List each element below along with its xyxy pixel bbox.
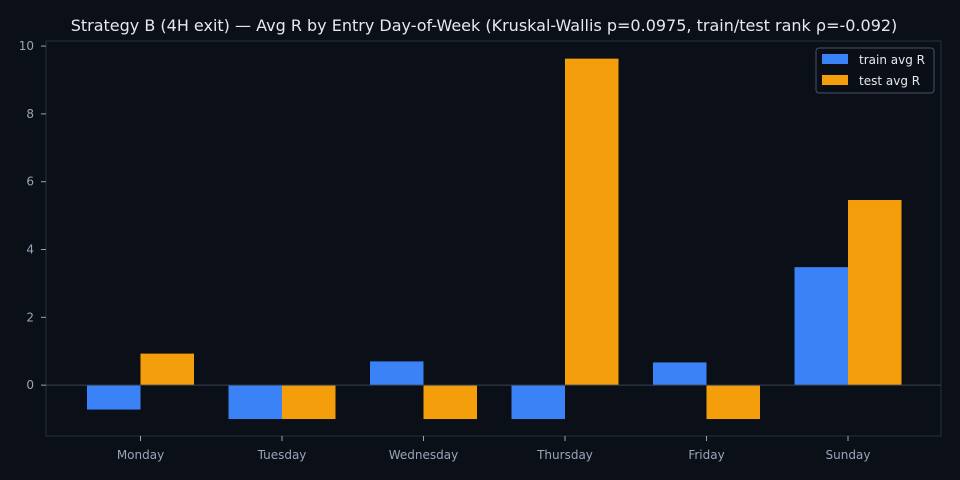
x-axis: Monday Tuesday Wednesday Thursday Friday Sund… <box>117 436 871 462</box>
bar-train-sunday <box>794 267 848 386</box>
bar-test-monday <box>140 353 194 386</box>
bar-test-thursday <box>565 58 619 386</box>
x-tick-label: Monday <box>117 448 164 462</box>
legend-label-test: test avg R <box>859 74 920 88</box>
bar-train-wednesday <box>370 361 424 386</box>
bar-train-thursday <box>511 385 565 420</box>
bar-train-friday <box>653 362 707 386</box>
legend-swatch-test <box>822 75 848 85</box>
chart-title: Strategy B (4H exit) — Avg R by Entry Da… <box>71 16 898 35</box>
bar-train-tuesday <box>228 385 282 420</box>
y-tick-label: 8 <box>26 107 34 121</box>
plot-area <box>45 40 942 437</box>
bars <box>87 58 902 420</box>
x-tick-label: Wednesday <box>389 448 458 462</box>
bar-test-tuesday <box>282 385 336 420</box>
legend: train avg R test avg R <box>815 47 935 94</box>
legend-label-train: train avg R <box>859 53 925 67</box>
y-tick-label: 10 <box>19 39 34 53</box>
bar-test-wednesday <box>423 385 477 420</box>
y-tick-label: 0 <box>26 378 34 392</box>
bar-test-sunday <box>848 200 902 386</box>
x-tick-label: Friday <box>688 448 724 462</box>
y-tick-label: 6 <box>26 175 34 189</box>
y-axis: 0 2 4 6 8 10 <box>19 39 46 392</box>
y-tick-label: 2 <box>26 310 34 324</box>
legend-swatch-train <box>822 54 848 64</box>
x-tick-label: Sunday <box>826 448 871 462</box>
x-tick-label: Thursday <box>536 448 593 462</box>
bar-test-friday <box>706 385 760 420</box>
y-tick-label: 4 <box>26 243 34 257</box>
bar-train-monday <box>87 385 141 410</box>
x-tick-label: Tuesday <box>257 448 307 462</box>
